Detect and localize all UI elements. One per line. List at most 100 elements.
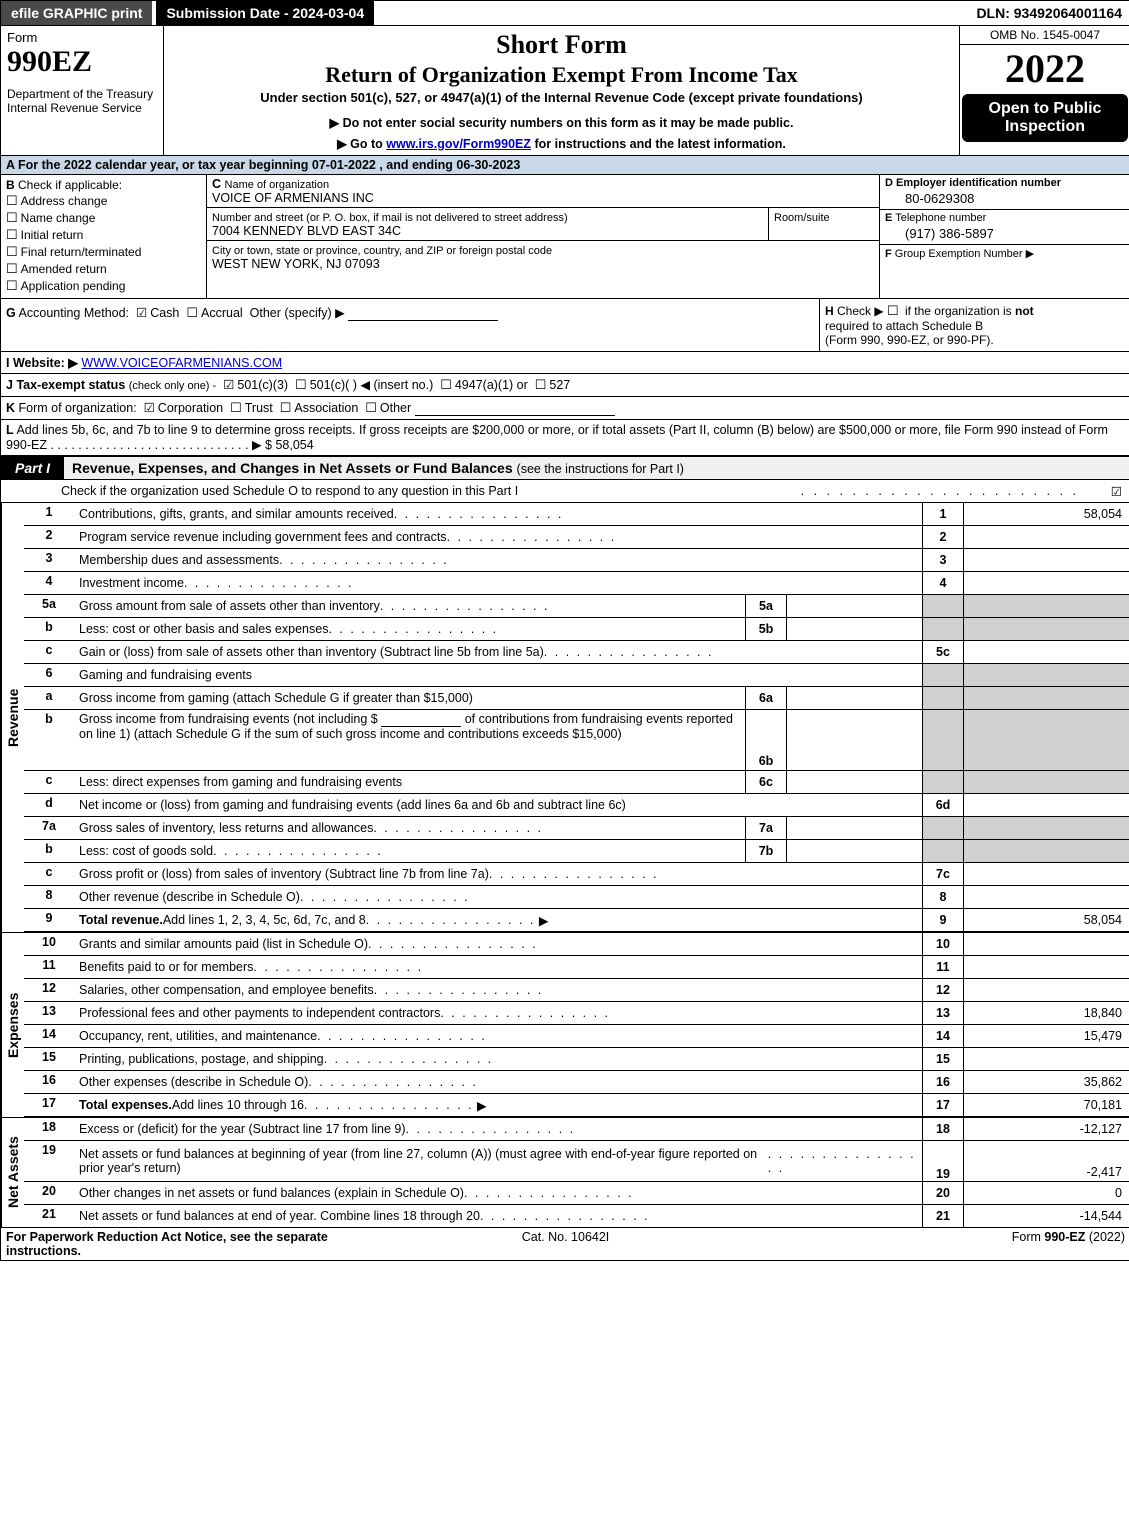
revenue-block: Revenue 1 Contributions, gifts, grants, … <box>1 503 1129 932</box>
line-8-num: 8 <box>24 886 74 908</box>
line-9-num: 9 <box>24 909 74 931</box>
section-j: J Tax-exempt status (check only one) - 5… <box>1 374 1129 397</box>
section-i: I Website: ▶ WWW.VOICEOFARMENIANS.COM <box>1 352 1129 374</box>
checkbox-corporation[interactable] <box>144 401 158 415</box>
line-6c: c Less: direct expenses from gaming and … <box>24 771 1129 794</box>
line-9: 9 Total revenue. Add lines 1, 2, 3, 4, 5… <box>24 909 1129 932</box>
checkbox-final-return[interactable] <box>6 244 21 260</box>
checkbox-527[interactable] <box>535 378 550 392</box>
line-6d: d Net income or (loss) from gaming and f… <box>24 794 1129 817</box>
line-6-rv-shaded <box>964 664 1129 686</box>
line-21-rn: 21 <box>922 1205 964 1227</box>
checkbox-address-change[interactable] <box>6 193 21 209</box>
line-19-rn: 19 <box>922 1141 964 1181</box>
under-section-text: Under section 501(c), 527, or 4947(a)(1)… <box>170 90 953 105</box>
line-5a-sv <box>787 595 922 617</box>
checkbox-other-org[interactable] <box>365 401 380 415</box>
line-6b-blank[interactable] <box>381 712 461 727</box>
line-5c: c Gain or (loss) from sale of assets oth… <box>24 641 1129 664</box>
line-6c-desc: Less: direct expenses from gaming and fu… <box>79 775 402 789</box>
checkbox-accrual[interactable] <box>186 306 201 320</box>
line-6a-rv-shaded <box>964 687 1129 709</box>
checkbox-name-change[interactable] <box>6 210 21 226</box>
line-19-val: -2,417 <box>964 1141 1129 1181</box>
line-6-rn-shaded <box>922 664 964 686</box>
g-text: Accounting Method: <box>19 306 130 320</box>
footer-form-ref: Form 990-EZ (2022) <box>752 1230 1125 1258</box>
line-7a-sv <box>787 817 922 839</box>
c-addr-label: Number and street (or P. O. box, if mail… <box>212 212 568 224</box>
irs-label: Internal Revenue Service <box>7 101 157 115</box>
line-14-desc: Occupancy, rent, utilities, and maintena… <box>79 1029 317 1043</box>
line-7b-desc: Less: cost of goods sold <box>79 844 213 858</box>
goto-suffix: for instructions and the latest informat… <box>531 137 786 151</box>
line-5a-rv-shaded <box>964 595 1129 617</box>
line-17-val: 70,181 <box>964 1094 1129 1116</box>
j-501c3-label: 501(c)(3) <box>237 378 288 392</box>
line-12: 12 Salaries, other compensation, and emp… <box>24 979 1129 1002</box>
irs-link[interactable]: www.irs.gov/Form990EZ <box>386 137 531 151</box>
line-6b-rv-shaded <box>964 710 1129 770</box>
note-ssn: ▶ Do not enter social security numbers o… <box>170 115 953 130</box>
j-527-label: 527 <box>549 378 570 392</box>
line-20-desc: Other changes in net assets or fund bala… <box>79 1186 464 1200</box>
line-5c-rn: 5c <box>922 641 964 663</box>
line-10: 10 Grants and similar amounts paid (list… <box>24 933 1129 956</box>
k-other-input[interactable] <box>415 401 615 416</box>
checkbox-cash[interactable] <box>136 306 150 320</box>
line-7a-sb: 7a <box>745 817 787 839</box>
line-20-rn: 20 <box>922 1182 964 1204</box>
cb-amended-return-label: Amended return <box>21 262 107 276</box>
line-10-num: 10 <box>24 933 74 955</box>
line-4-desc: Investment income <box>79 576 184 590</box>
line-8: 8 Other revenue (describe in Schedule O)… <box>24 886 1129 909</box>
dln-label: DLN: 93492064001164 <box>968 1 1129 25</box>
line-6b-sv <box>787 710 922 770</box>
line-1-val: 58,054 <box>964 503 1129 525</box>
line-7c-desc: Gross profit or (loss) from sales of inv… <box>79 867 489 881</box>
line-6d-desc: Net income or (loss) from gaming and fun… <box>79 798 626 812</box>
e-text: Telephone number <box>895 212 986 224</box>
dept-treasury: Department of the Treasury <box>7 87 157 101</box>
f-arrow: ▶ <box>1026 248 1034 260</box>
checkbox-4947[interactable] <box>440 378 455 392</box>
line-6a: a Gross income from gaming (attach Sched… <box>24 687 1129 710</box>
line-13-rn: 13 <box>922 1002 964 1024</box>
line-11-rn: 11 <box>922 956 964 978</box>
line-21: 21 Net assets or fund balances at end of… <box>24 1205 1129 1227</box>
line-20: 20 Other changes in net assets or fund b… <box>24 1182 1129 1205</box>
line-9-rn: 9 <box>922 909 964 931</box>
checkbox-amended-return[interactable] <box>6 261 21 277</box>
net-assets-block: Net Assets 18 Excess or (deficit) for th… <box>1 1117 1129 1227</box>
checkbox-association[interactable] <box>280 401 295 415</box>
checkbox-schedule-b-not-required[interactable] <box>887 304 902 318</box>
checkbox-initial-return[interactable] <box>6 227 21 243</box>
checkbox-501c3[interactable] <box>223 378 237 392</box>
line-4-rn: 4 <box>922 572 964 594</box>
section-k: K Form of organization: Corporation Trus… <box>1 397 1129 420</box>
line-1-desc: Contributions, gifts, grants, and simila… <box>79 507 394 521</box>
f-label: F <box>885 248 892 260</box>
line-6-num: 6 <box>24 664 74 686</box>
checkbox-501c[interactable] <box>295 378 310 392</box>
line-5c-desc: Gain or (loss) from sale of assets other… <box>79 645 544 659</box>
part-i-header: Part I Revenue, Expenses, and Changes in… <box>1 456 1129 480</box>
line-6b-sb: 6b <box>745 710 787 770</box>
ein-value: 80-0629308 <box>880 191 1129 209</box>
checkbox-application-pending[interactable] <box>6 278 21 294</box>
e-label: E <box>885 212 892 224</box>
line-2-val <box>964 526 1129 548</box>
line-6c-rn-shaded <box>922 771 964 793</box>
efile-print-button[interactable]: efile GRAPHIC print <box>1 1 152 25</box>
h-not: not <box>1015 304 1034 318</box>
checkbox-trust[interactable] <box>230 401 245 415</box>
cb-address-change-label: Address change <box>21 194 108 208</box>
line-8-val <box>964 886 1129 908</box>
omb-number: OMB No. 1545-0047 <box>960 26 1129 45</box>
website-link[interactable]: WWW.VOICEOFARMENIANS.COM <box>81 356 282 370</box>
line-14-val: 15,479 <box>964 1025 1129 1047</box>
part-i-checkbox[interactable]: ☑ <box>1111 484 1122 499</box>
form-code: 990EZ <box>7 45 157 79</box>
line-6c-rv-shaded <box>964 771 1129 793</box>
g-other-input[interactable] <box>348 306 498 321</box>
